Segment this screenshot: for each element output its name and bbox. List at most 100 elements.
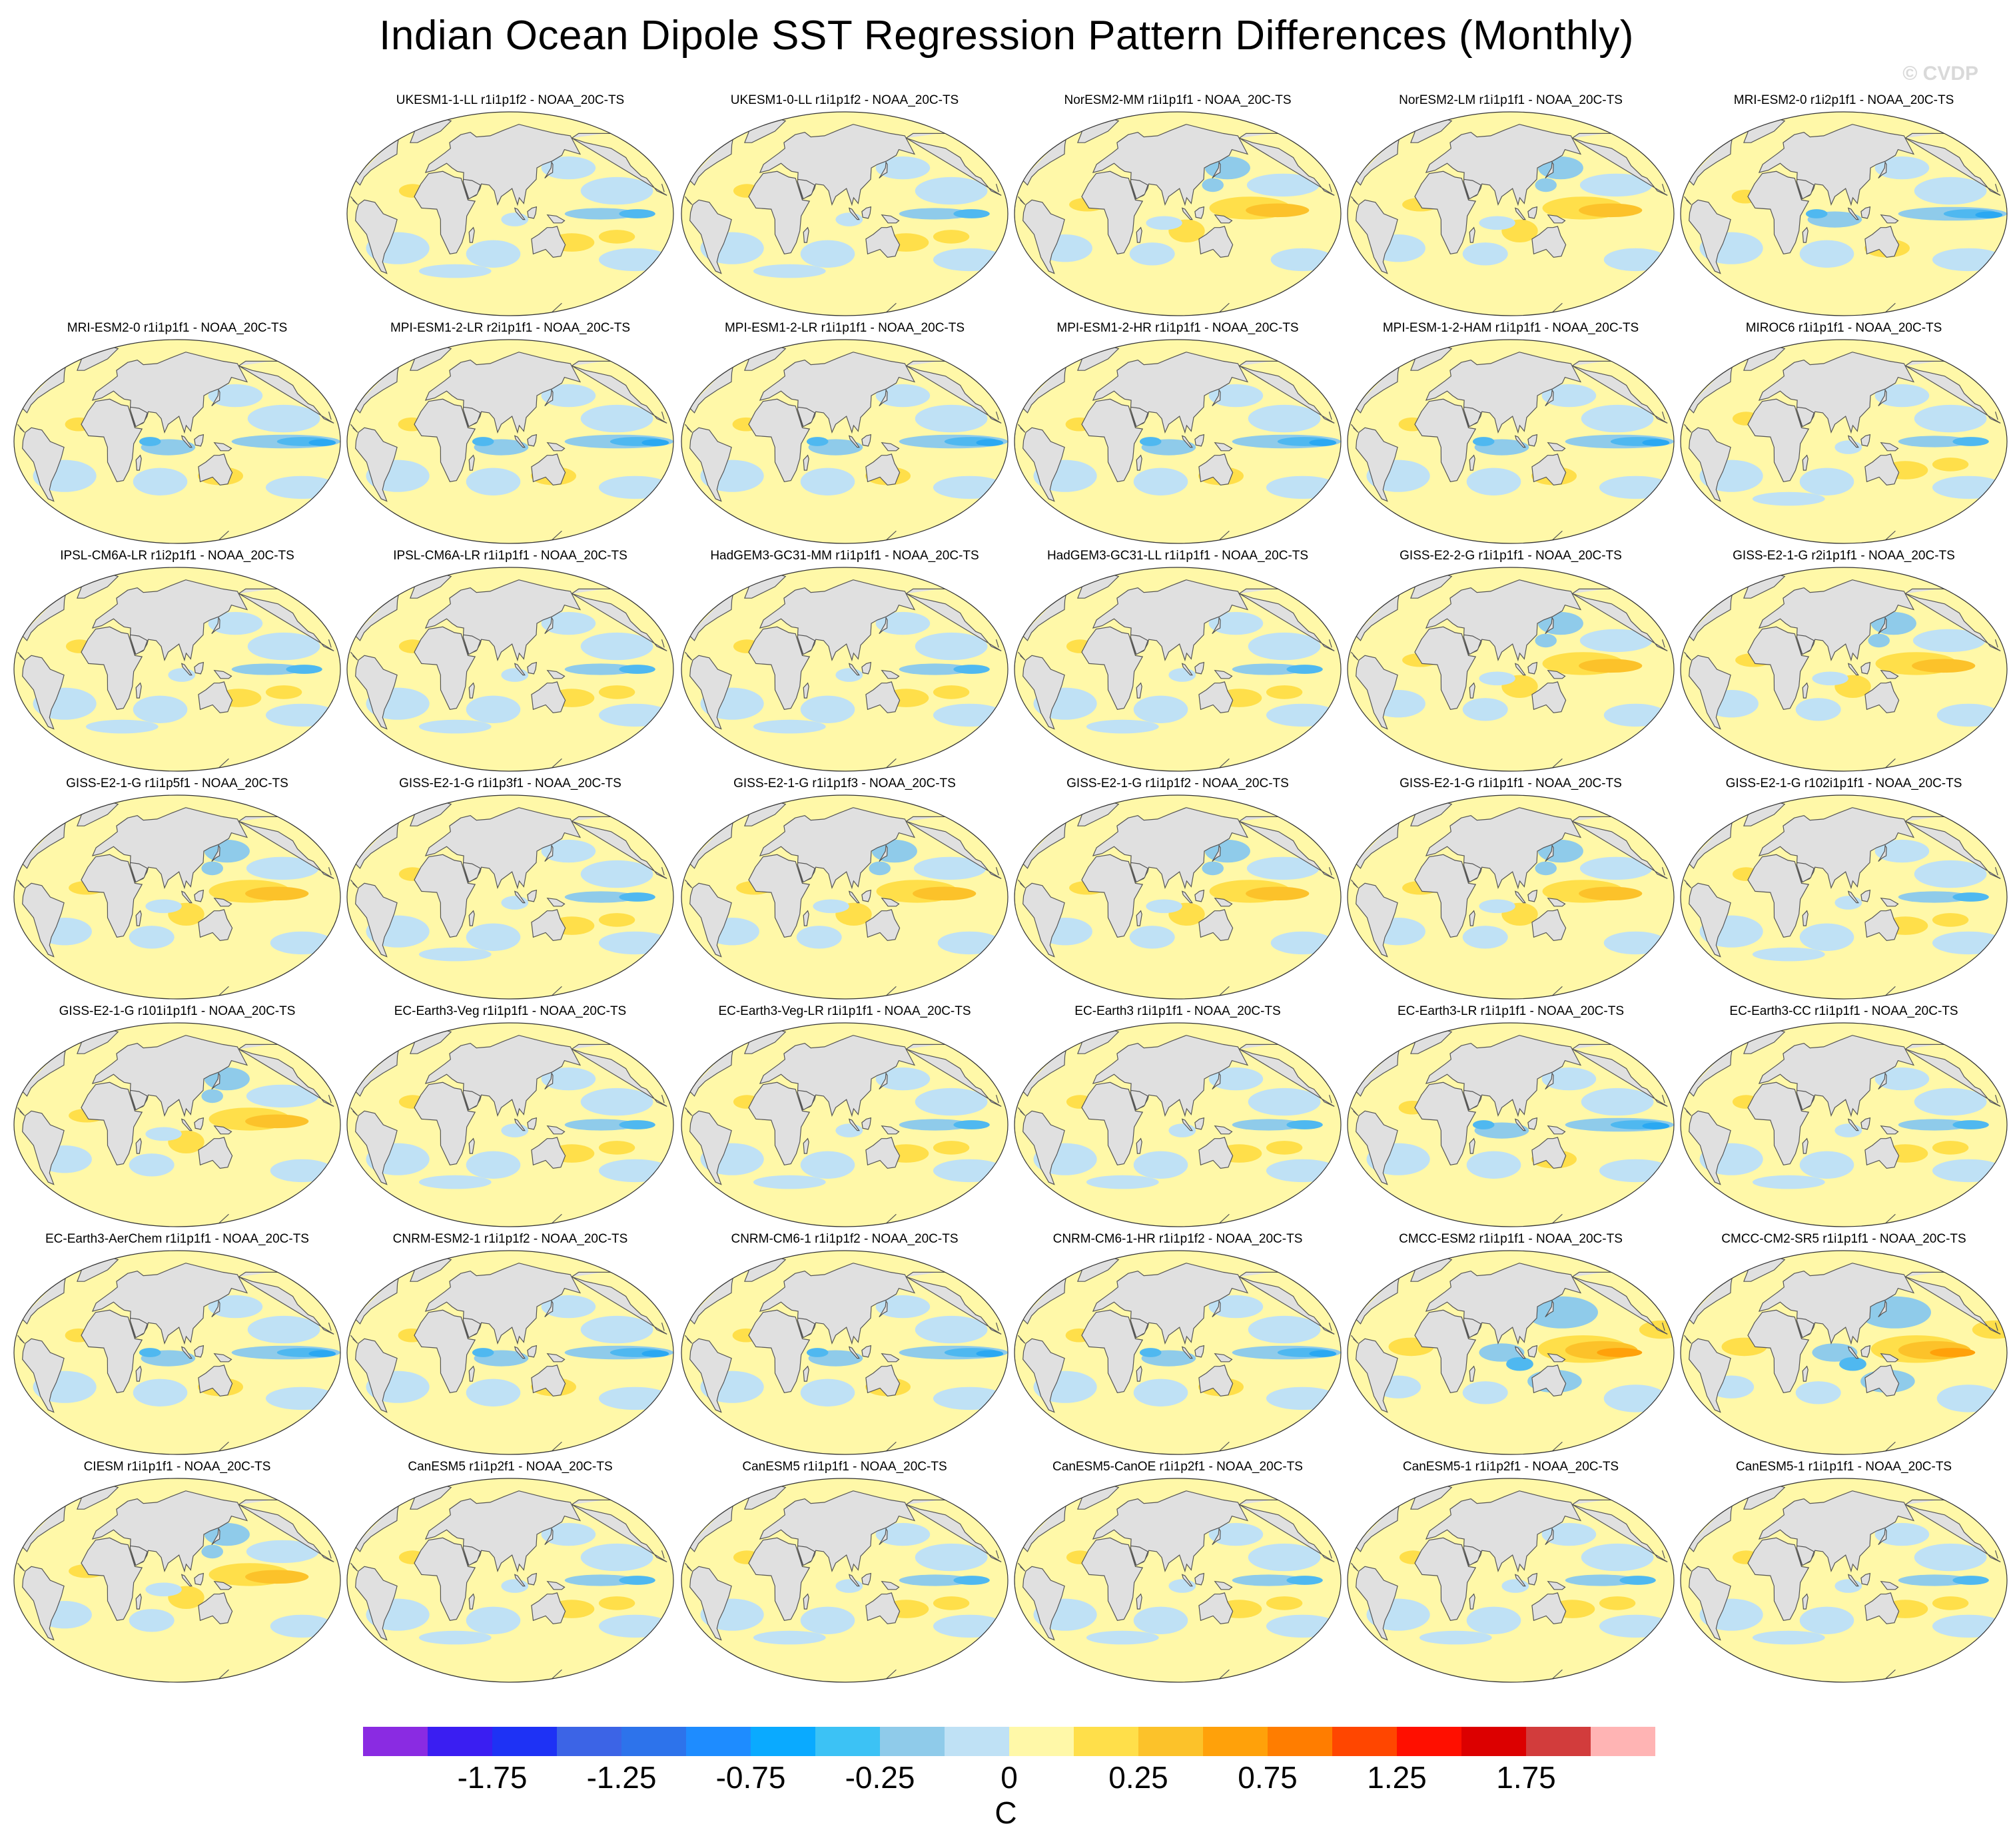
sst-difference-map: [13, 1250, 341, 1455]
panel-title: HadGEM3-GC31-MM r1i1p1f1 - NOAA_20C-TS: [710, 549, 979, 563]
landmass-sumatra: [1181, 1118, 1193, 1131]
landmass-new-guinea: [1880, 1353, 1899, 1363]
landmass-antarctica-rim: [213, 758, 229, 771]
landmass-antarctica-rim: [546, 986, 562, 999]
landmass-sumatra: [1514, 435, 1526, 448]
anomaly-region: [806, 1348, 829, 1357]
anomaly-region: [129, 1609, 175, 1632]
landmass-australia: [198, 909, 233, 942]
landmass-arabia-gap-fill: [797, 1317, 815, 1339]
anomaly-region: [1479, 899, 1515, 914]
landmass-africa: [81, 398, 143, 482]
anomaly-region: [472, 437, 494, 446]
map-panel: MRI-ESM2-0 r1i1p1f1 - NOAA_20C-TS: [11, 321, 344, 544]
map-outline: [346, 1478, 674, 1683]
landmass-new-guinea: [1880, 669, 1899, 679]
landmass-south-america: [1022, 1566, 1065, 1641]
map-outline: [346, 567, 674, 772]
anomaly-region: [953, 1576, 990, 1585]
panel-title: GISS-E2-1-G r1i1p1f2 - NOAA_20C-TS: [1066, 776, 1289, 790]
landmass-south-america: [689, 655, 732, 730]
anomaly-region: [1208, 1067, 1264, 1091]
landmass-new-guinea: [546, 1353, 566, 1363]
map-outline: [1347, 1250, 1675, 1455]
landmass-new-guinea: [881, 1125, 900, 1135]
map-outline: [13, 339, 341, 544]
anomaly-region: [1270, 931, 1334, 955]
sst-difference-map: [1347, 794, 1675, 1000]
anomaly-region: [1936, 1385, 2000, 1412]
landmass-arabia-gap-fill: [129, 406, 148, 428]
anomaly-region: [899, 1119, 972, 1131]
anomaly-region: [265, 685, 302, 699]
landmass-south-america: [1022, 655, 1065, 730]
landmass-north-america: [1350, 1269, 1668, 1344]
anomaly-region: [245, 886, 309, 901]
landmass-antarctica-rim: [1214, 530, 1230, 543]
landmass-arabia-gap-fill: [797, 1545, 815, 1566]
anomaly-region: [472, 1348, 494, 1357]
panel-title: CNRM-ESM2-1 r1i1p1f2 - NOAA_20C-TS: [392, 1232, 628, 1246]
panel-title: GISS-E2-1-G r2i1p1f1 - NOAA_20C-TS: [1733, 549, 1955, 563]
anomaly-region: [580, 1087, 653, 1116]
anomaly-region: [1286, 665, 1323, 674]
anomaly-region: [133, 467, 188, 495]
anomaly-region: [201, 861, 224, 876]
landmass-australia: [198, 1137, 233, 1169]
anomaly-region: [133, 1379, 188, 1406]
anomaly-region: [1133, 1151, 1188, 1179]
map-outline: [1680, 1022, 2008, 1227]
landmass-sumatra: [514, 1118, 526, 1131]
anomaly-region: [1839, 1357, 1866, 1371]
landmass-north-america: [350, 358, 667, 433]
landmass-antarctica-rim: [1880, 986, 1896, 999]
anomaly-region: [619, 665, 655, 674]
landmass-borneo: [1527, 1345, 1538, 1358]
anomaly-region: [1599, 475, 1672, 499]
landmass-north-america: [1350, 1497, 1668, 1572]
landmass-south-america: [1356, 882, 1398, 958]
landmass-borneo: [1194, 1572, 1205, 1586]
landmass-arabia-gap-fill: [1463, 1317, 1481, 1339]
map-outline: [1014, 794, 1342, 1000]
landmass-sumatra: [514, 1346, 526, 1359]
anomaly-region: [1266, 1159, 1339, 1183]
landmass-madagascar: [468, 1365, 475, 1382]
landmass-madagascar: [1136, 454, 1142, 471]
landmass-japan: [211, 388, 220, 407]
map-panel: CanESM5-CanOE r1i1p2f1 - NOAA_20C-TS: [1011, 1460, 1344, 1683]
landmass-japan: [879, 1072, 888, 1090]
anomaly-region: [1133, 695, 1188, 723]
anomaly-region: [308, 439, 336, 446]
colorbar-segment: [1461, 1727, 1526, 1756]
landmass-africa: [414, 626, 476, 710]
anomaly-region: [976, 439, 1004, 446]
landmass-south-america: [1689, 882, 1731, 958]
landmass-australia: [1198, 226, 1234, 258]
anomaly-region: [541, 839, 596, 863]
landmass-sumatra: [514, 663, 526, 676]
colorbar-segment: [1332, 1727, 1397, 1756]
landmass-japan: [1878, 1527, 1887, 1546]
sst-difference-map: [346, 567, 674, 772]
panel-title: GISS-E2-1-G r101i1p1f1 - NOAA_20C-TS: [59, 1004, 296, 1018]
panel-title: MRI-ESM2-0 r1i1p1f1 - NOAA_20C-TS: [67, 321, 288, 335]
colorbar-segment: [1526, 1727, 1591, 1756]
anomaly-region: [1597, 1348, 1643, 1357]
map-panel: CMCC-CM2-SR5 r1i1p1f1 - NOAA_20C-TS: [1677, 1232, 2010, 1455]
map-panel: IPSL-CM6A-LR r1i2p1f1 - NOAA_20C-TS: [11, 549, 344, 772]
anomaly-region: [1202, 178, 1224, 192]
anomaly-region: [1603, 248, 1667, 272]
landmass-borneo: [1527, 889, 1538, 902]
anomaly-region: [598, 703, 671, 727]
landmass-north-america: [1017, 814, 1335, 888]
sst-difference-map: [1014, 1250, 1342, 1455]
landmass-australia: [1531, 454, 1567, 486]
landmass-borneo: [527, 1345, 538, 1358]
landmass-arabia-gap-fill: [129, 1089, 148, 1111]
anomaly-region: [753, 1175, 826, 1189]
anomaly-region: [1086, 719, 1159, 734]
landmass-arabia-gap-fill: [1796, 1089, 1814, 1111]
panel-title: GISS-E2-1-G r1i1p5f1 - NOAA_20C-TS: [66, 776, 288, 790]
landmass-south-america: [1022, 199, 1065, 274]
